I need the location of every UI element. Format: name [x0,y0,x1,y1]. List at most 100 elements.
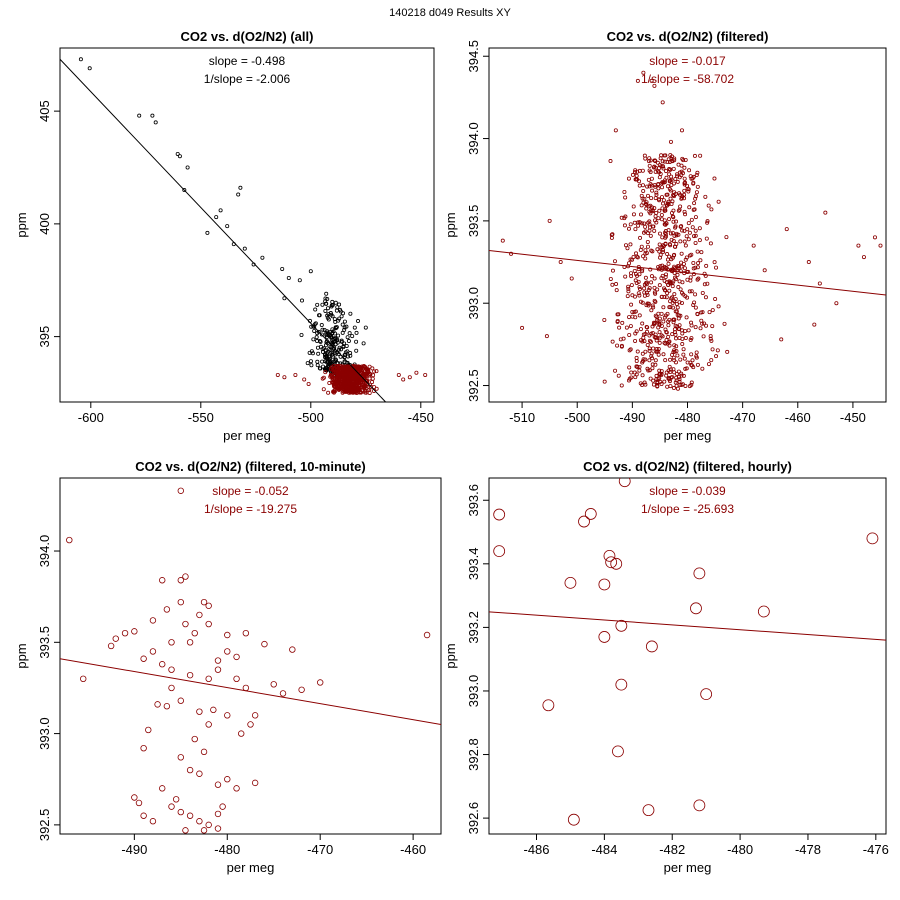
data-point [659,369,664,374]
chart-title: CO2 vs. d(O2/N2) (all) [181,29,314,44]
data-point [653,214,658,219]
data-point [703,295,708,300]
data-point [78,57,83,62]
chart-title: CO2 vs. d(O2/N2) (filtered) [607,29,769,44]
slope-annotation: 1/slope = -19.275 [204,502,297,516]
data-point [330,380,335,385]
page-title: 140218 d049 Results XY [389,7,511,19]
data-point [569,276,574,281]
data-point [682,181,687,186]
data-point [695,249,700,254]
data-point [647,228,652,233]
data-point [691,266,696,271]
data-point [651,322,656,327]
data-point [333,357,338,362]
data-point [315,331,320,336]
data-point [667,172,672,177]
data-point [687,168,692,173]
data-point [650,303,655,308]
data-point [652,321,657,326]
data-point [333,336,338,341]
data-point [348,311,353,316]
data-point [628,257,633,262]
data-point [344,373,349,378]
data-point [676,162,681,167]
data-point [651,382,656,387]
data-point [675,172,680,177]
x-tick-label: -600 [78,410,104,425]
data-point [668,357,673,362]
data-point [714,354,719,359]
data-point [670,230,675,235]
data-point [275,372,280,377]
data-point [623,195,628,200]
y-tick-label: 392.8 [466,738,481,771]
data-point [289,646,296,653]
data-point [695,184,700,189]
data-point [664,330,669,335]
data-point [315,339,320,344]
data-point [177,487,184,494]
data-point [628,222,633,227]
data-point [337,374,342,379]
data-point [689,380,694,385]
data-point [493,508,506,521]
data-point [350,334,355,339]
data-point [680,342,685,347]
data-point [643,156,648,161]
data-point [233,675,240,683]
data-point [306,381,311,386]
data-point [610,557,623,570]
data-point [665,257,670,262]
y-tick-label: 393.0 [37,717,52,750]
data-point [625,246,630,251]
data-point [644,290,649,295]
data-point [685,227,690,232]
data-point [681,347,686,352]
data-point [681,292,686,297]
data-point [613,128,618,133]
data-point [636,223,641,228]
data-point [66,536,73,544]
data-point [348,351,353,356]
data-point [689,352,694,357]
data-point [678,192,683,197]
data-point [672,317,677,322]
data-point [318,339,323,344]
data-point [186,671,194,679]
data-point [662,222,667,227]
data-point [660,159,665,164]
data-point [618,478,631,488]
data-point [309,324,314,329]
data-point [205,230,210,235]
data-point [708,336,713,341]
data-point [627,261,632,266]
data-point [242,246,247,251]
data-point [659,333,664,338]
data-point [692,201,697,206]
series-filtered-10-minute [66,487,431,834]
data-point [673,177,678,182]
data-point [683,336,688,341]
data-point [664,329,669,334]
data-point [329,350,334,355]
data-point [584,508,597,520]
data-point [616,373,621,378]
data-point [319,323,324,328]
data-point [635,273,640,278]
fit-line [60,658,441,725]
data-point [693,240,698,245]
data-point [159,661,166,668]
data-point [639,203,644,208]
data-point [647,163,652,168]
data-point [315,302,320,307]
data-point [316,351,321,356]
x-tick-label: -480 [214,842,240,857]
data-point [660,273,665,278]
data-point [661,247,666,252]
data-point [672,348,677,353]
x-tick-label: -500 [564,410,590,425]
data-point [634,364,639,369]
data-point [640,383,645,388]
data-point [630,314,635,319]
